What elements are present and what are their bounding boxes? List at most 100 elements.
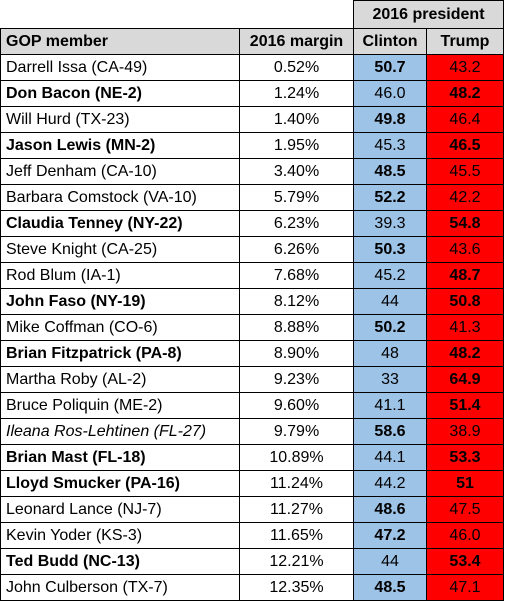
member-name-cell: Kevin Yoder (KS-3) (0, 522, 240, 549)
margin-cell: 11.24% (239, 470, 354, 497)
trump-cell: 53.4 (426, 548, 504, 575)
table-row: Mike Coffman (CO-6) 8.88% 50.2 41.3 (0, 314, 504, 341)
table-row: John Faso (NY-19) 8.12% 44 50.8 (0, 288, 504, 315)
margin-cell: 9.23% (239, 366, 354, 393)
margin-cell: 8.12% (239, 288, 354, 315)
group-header-row: 2016 president (0, 0, 504, 29)
trump-cell: 48.7 (426, 262, 504, 289)
trump-cell: 48.2 (426, 340, 504, 367)
column-header-row: GOP member 2016 margin Clinton Trump (0, 28, 504, 55)
member-name-cell: Darrell Issa (CA-49) (0, 54, 240, 81)
member-name-cell: Barbara Comstock (VA-10) (0, 184, 240, 211)
member-name-cell: Jeff Denham (CA-10) (0, 158, 240, 185)
margin-cell: 5.79% (239, 184, 354, 211)
table-row: Bruce Poliquin (ME-2) 9.60% 41.1 51.4 (0, 392, 504, 419)
table-row: John Culberson (TX-7) 12.35% 48.5 47.1 (0, 574, 504, 601)
trump-cell: 53.3 (426, 444, 504, 471)
table-row: Ileana Ros-Lehtinen (FL-27) 9.79% 58.6 38.9 (0, 418, 504, 445)
trump-cell: 46.5 (426, 132, 504, 159)
margin-cell: 11.65% (239, 522, 354, 549)
trump-cell: 46.0 (426, 522, 504, 549)
trump-cell: 45.5 (426, 158, 504, 185)
member-name-cell: Claudia Tenney (NY-22) (0, 210, 240, 237)
clinton-cell: 39.3 (353, 210, 427, 237)
margin-cell: 1.95% (239, 132, 354, 159)
member-name-cell: Jason Lewis (MN-2) (0, 132, 240, 159)
clinton-cell: 48.5 (353, 158, 427, 185)
margin-cell: 0.52% (239, 54, 354, 81)
blank-header-cell (0, 0, 354, 29)
margin-cell: 1.24% (239, 80, 354, 107)
clinton-cell: 44 (353, 548, 427, 575)
clinton-cell: 48 (353, 340, 427, 367)
trump-cell: 64.9 (426, 366, 504, 393)
margin-cell: 9.60% (239, 392, 354, 419)
clinton-cell: 44 (353, 288, 427, 315)
clinton-cell: 44.2 (353, 470, 427, 497)
trump-cell: 47.5 (426, 496, 504, 523)
table-row: Barbara Comstock (VA-10) 5.79% 52.2 42.2 (0, 184, 504, 211)
table-row: Brian Fitzpatrick (PA-8) 8.90% 48 48.2 (0, 340, 504, 367)
trump-cell: 50.8 (426, 288, 504, 315)
margin-cell: 9.79% (239, 418, 354, 445)
president-group-header: 2016 president (353, 0, 504, 29)
margin-cell: 8.90% (239, 340, 354, 367)
table-row: Will Hurd (TX-23) 1.40% 49.8 46.4 (0, 106, 504, 133)
member-name-cell: John Faso (NY-19) (0, 288, 240, 315)
margin-cell: 10.89% (239, 444, 354, 471)
clinton-cell: 44.1 (353, 444, 427, 471)
clinton-cell: 47.2 (353, 522, 427, 549)
table-row: Claudia Tenney (NY-22) 6.23% 39.3 54.8 (0, 210, 504, 237)
member-name-cell: Bruce Poliquin (ME-2) (0, 392, 240, 419)
clinton-cell: 48.5 (353, 574, 427, 601)
member-name-cell: Don Bacon (NE-2) (0, 80, 240, 107)
margin-cell: 1.40% (239, 106, 354, 133)
member-name-cell: Brian Fitzpatrick (PA-8) (0, 340, 240, 367)
table-row: Lloyd Smucker (PA-16) 11.24% 44.2 51 (0, 470, 504, 497)
clinton-cell: 45.3 (353, 132, 427, 159)
margin-cell: 12.35% (239, 574, 354, 601)
trump-cell: 47.1 (426, 574, 504, 601)
margin-cell: 11.27% (239, 496, 354, 523)
trump-cell: 54.8 (426, 210, 504, 237)
trump-cell: 46.4 (426, 106, 504, 133)
member-name-cell: Lloyd Smucker (PA-16) (0, 470, 240, 497)
table-row: Rod Blum (IA-1) 7.68% 45.2 48.7 (0, 262, 504, 289)
trump-cell: 41.3 (426, 314, 504, 341)
clinton-cell: 49.8 (353, 106, 427, 133)
clinton-cell: 46.0 (353, 80, 427, 107)
trump-cell: 38.9 (426, 418, 504, 445)
member-name-cell: Rod Blum (IA-1) (0, 262, 240, 289)
trump-cell: 42.2 (426, 184, 504, 211)
table-body: Darrell Issa (CA-49) 0.52% 50.7 43.2 Don Bac… (0, 54, 504, 601)
trump-cell: 51 (426, 470, 504, 497)
header-trump: Trump (426, 28, 504, 55)
table-row: Kevin Yoder (KS-3) 11.65% 47.2 46.0 (0, 522, 504, 549)
header-margin: 2016 margin (239, 28, 354, 55)
member-name-cell: Will Hurd (TX-23) (0, 106, 240, 133)
trump-cell: 51.4 (426, 392, 504, 419)
clinton-cell: 33 (353, 366, 427, 393)
table-row: Ted Budd (NC-13) 12.21% 44 53.4 (0, 548, 504, 575)
margin-cell: 8.88% (239, 314, 354, 341)
table-row: Jeff Denham (CA-10) 3.40% 48.5 45.5 (0, 158, 504, 185)
trump-cell: 43.2 (426, 54, 504, 81)
margin-cell: 3.40% (239, 158, 354, 185)
margin-cell: 7.68% (239, 262, 354, 289)
header-clinton: Clinton (353, 28, 427, 55)
trump-cell: 43.6 (426, 236, 504, 263)
member-name-cell: Steve Knight (CA-25) (0, 236, 240, 263)
member-name-cell: Brian Mast (FL-18) (0, 444, 240, 471)
member-name-cell: Ileana Ros-Lehtinen (FL-27) (0, 418, 240, 445)
table-row: Darrell Issa (CA-49) 0.52% 50.7 43.2 (0, 54, 504, 81)
clinton-cell: 41.1 (353, 392, 427, 419)
margin-cell: 12.21% (239, 548, 354, 575)
member-name-cell: Martha Roby (AL-2) (0, 366, 240, 393)
member-name-cell: John Culberson (TX-7) (0, 574, 240, 601)
margin-cell: 6.26% (239, 236, 354, 263)
clinton-cell: 45.2 (353, 262, 427, 289)
table-row: Steve Knight (CA-25) 6.26% 50.3 43.6 (0, 236, 504, 263)
table-row: Martha Roby (AL-2) 9.23% 33 64.9 (0, 366, 504, 393)
margin-cell: 6.23% (239, 210, 354, 237)
